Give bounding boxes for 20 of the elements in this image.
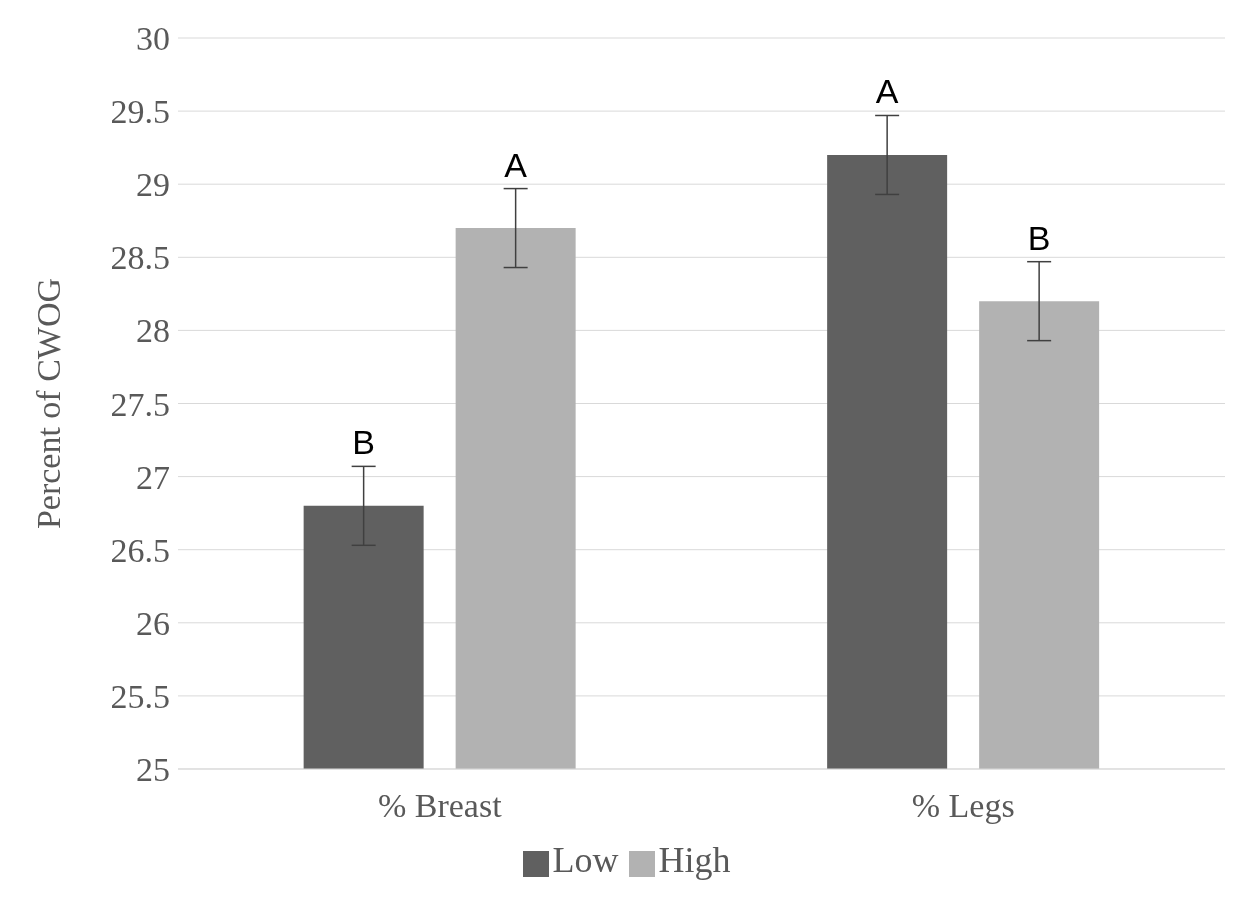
y-axis-title: Percent of CWOG: [30, 277, 68, 530]
y-tick-label: 26: [136, 604, 170, 642]
y-tick-label: 27: [136, 458, 170, 496]
y-tick-label: 25: [136, 751, 170, 789]
legend-label: High: [658, 840, 731, 880]
x-tick-label: % Legs: [911, 787, 1015, 825]
y-tick-label: 29: [136, 166, 170, 204]
annotation: A: [875, 72, 899, 111]
y-tick-label: 28: [136, 312, 170, 350]
y-tick-label: 27.5: [110, 385, 170, 423]
y-tick-label: 25.5: [110, 677, 170, 715]
x-tick-label: % Breast: [377, 787, 503, 825]
y-tick-label: 26.5: [110, 531, 170, 569]
y-tick-label: 29.5: [110, 93, 170, 131]
y-tick-label: 28.5: [110, 239, 170, 277]
annotation: A: [504, 145, 528, 184]
annotation: B: [352, 423, 375, 462]
y-tick-label: 30: [136, 20, 170, 58]
annotation: B: [1027, 218, 1051, 257]
legend-label: Low: [552, 840, 619, 880]
